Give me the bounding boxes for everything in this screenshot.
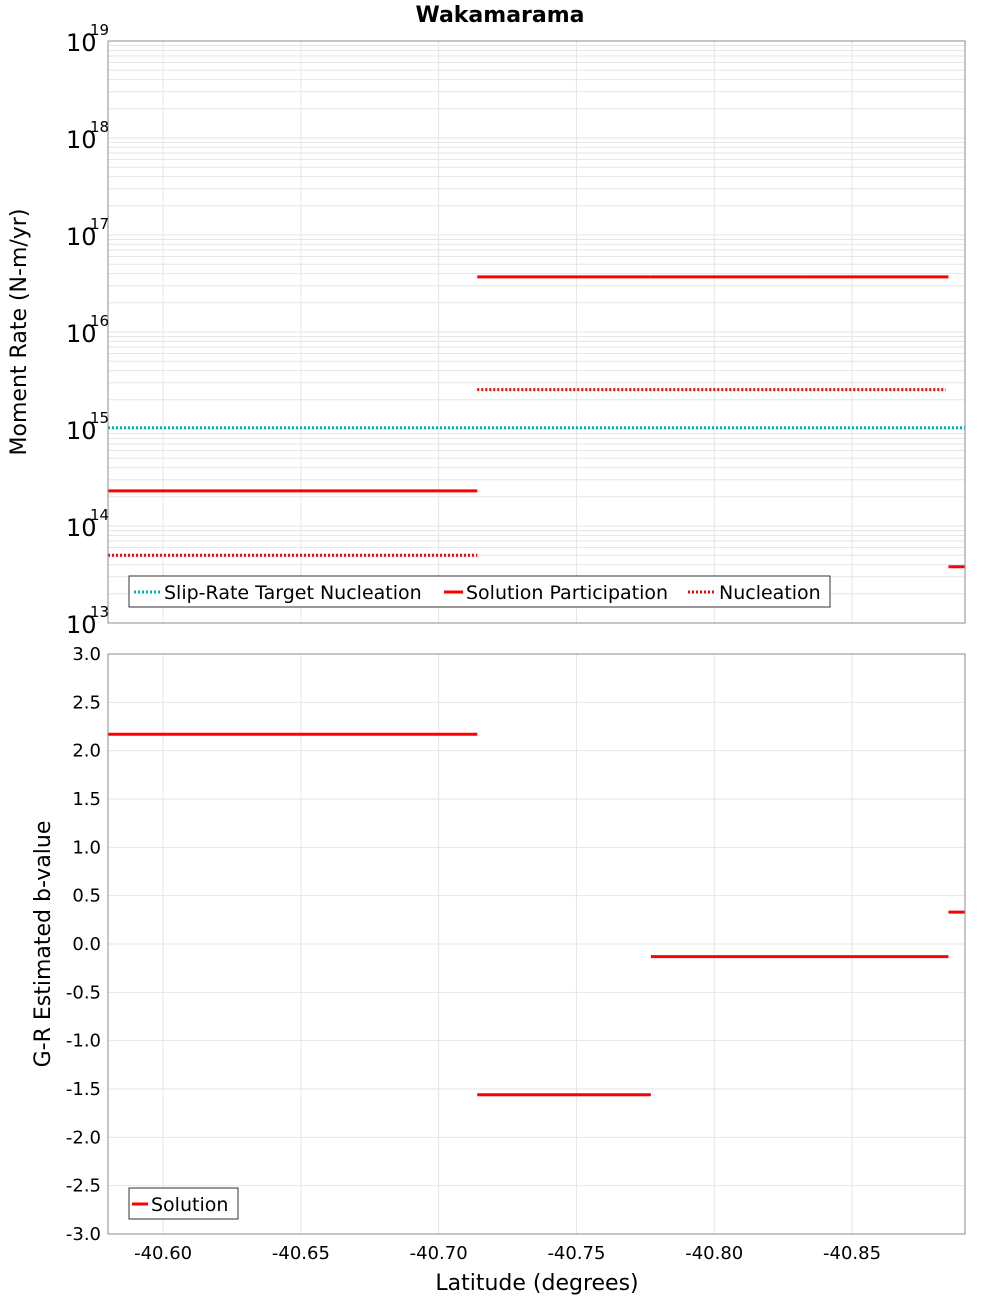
- legend-label-solution-participation: Solution Participation: [466, 582, 668, 604]
- moment-rate-x-gridlines: [162, 41, 853, 623]
- latitude-x-tick-label: -40.60: [134, 1243, 192, 1264]
- b-value-y-axis-label: G-R Estimated b-value: [31, 821, 56, 1068]
- legend-label-slip-rate-target: Slip-Rate Target Nucleation: [164, 582, 422, 604]
- moment-rate-plot-frame: [107, 40, 966, 624]
- b-value-y-tick-label: -3.0: [66, 1224, 101, 1245]
- b-value-y-tick-label: -0.5: [66, 982, 101, 1003]
- b-value-plot-frame: [107, 653, 966, 1235]
- moment-rate-y-axis-label: Moment Rate (N-m/yr): [7, 209, 32, 456]
- y-tick-base: 10: [66, 126, 97, 154]
- legend-label-solution: Solution: [151, 1194, 228, 1216]
- y-tick-base: 10: [66, 223, 97, 251]
- b-value-panel: 3.0 2.5 2.0 1.5 1.0 0.5 0.0 -0.5 -1.0 -1.5 -2.0 -2.…: [31, 644, 966, 1296]
- latitude-x-tick-label: -40.70: [410, 1243, 468, 1264]
- b-value-y-tick-label: 0.0: [72, 934, 101, 955]
- y-tick-base: 10: [66, 611, 97, 639]
- b-value-y-tick-label: 1.0: [72, 837, 101, 858]
- moment-rate-legend: Slip-Rate Target Nucleation Solution Par…: [128, 575, 831, 608]
- moment-rate-series: [108, 275, 965, 569]
- latitude-x-tick-label: -40.75: [547, 1243, 605, 1264]
- y-tick-exponent: 18: [90, 118, 109, 136]
- latitude-x-ticks: -40.60 -40.65 -40.70 -40.75 -40.80 -40.85: [134, 1243, 881, 1264]
- y-tick-exponent: 17: [90, 215, 109, 233]
- legend-label-nucleation: Nucleation: [719, 582, 821, 604]
- x-axis-label: Latitude (degrees): [435, 1271, 638, 1296]
- latitude-x-tick-label: -40.65: [272, 1243, 330, 1264]
- y-tick-base: 10: [66, 320, 97, 348]
- y-tick-base: 10: [66, 29, 97, 57]
- b-value-y-tick-label: -1.0: [66, 1031, 101, 1052]
- b-value-y-tick-label: 2.0: [72, 741, 101, 762]
- y-tick-exponent: 19: [90, 21, 109, 39]
- b-value-y-tick-label: 2.5: [72, 692, 101, 713]
- latitude-x-tick-label: -40.80: [685, 1243, 743, 1264]
- y-tick-exponent: 16: [90, 312, 109, 330]
- y-tick-exponent: 14: [90, 506, 109, 524]
- b-value-y-tick-label: 0.5: [72, 886, 101, 907]
- b-value-y-tick-label: -2.0: [66, 1127, 101, 1148]
- y-tick-exponent: 15: [90, 409, 109, 427]
- b-value-y-tick-label: -1.5: [66, 1079, 101, 1100]
- b-value-y-tick-label: -2.5: [66, 1176, 101, 1197]
- b-value-series: [108, 732, 965, 1097]
- b-value-y-tick-label: 1.5: [72, 789, 101, 810]
- chart-title: Wakamarama: [415, 3, 584, 28]
- b-value-gridlines: [108, 653, 965, 1235]
- y-tick-base: 10: [66, 514, 97, 542]
- y-tick-base: 10: [66, 417, 97, 445]
- b-value-y-tick-label: 3.0: [72, 644, 101, 665]
- latitude-x-tick-label: -40.85: [823, 1243, 881, 1264]
- y-tick-exponent: 13: [90, 603, 109, 621]
- b-value-y-ticks: 3.0 2.5 2.0 1.5 1.0 0.5 0.0 -0.5 -1.0 -1.5 -2.0 -2.…: [66, 644, 101, 1245]
- b-value-legend: Solution: [128, 1187, 239, 1220]
